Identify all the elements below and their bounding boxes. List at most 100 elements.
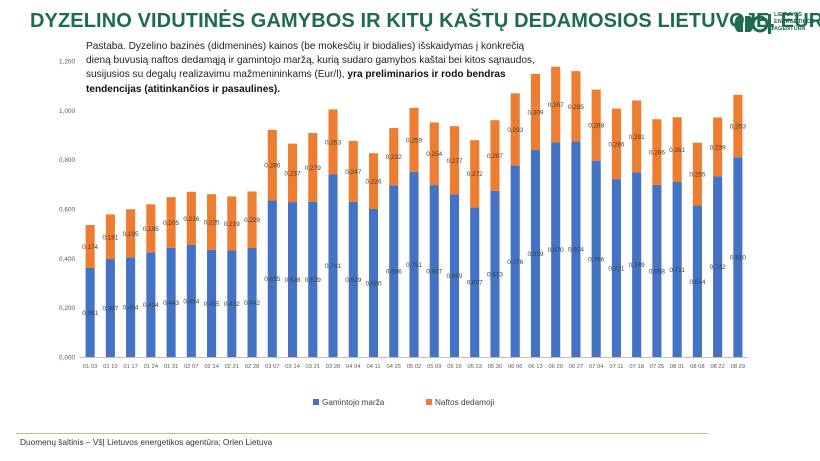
bar-segment-margin bbox=[227, 250, 237, 357]
source-text: Duomenų šaltinis – VšĮ Lietuvos energeti… bbox=[20, 437, 273, 447]
bar-segment-oil bbox=[308, 133, 318, 202]
data-label-margin: 0,442 bbox=[244, 300, 260, 307]
data-label-oil: 0,195 bbox=[123, 231, 139, 238]
bar-segment-oil bbox=[368, 153, 379, 209]
bar-segment-margin bbox=[186, 245, 196, 357]
data-label-margin: 0,397 bbox=[102, 306, 118, 313]
data-label-margin: 0,361 bbox=[82, 310, 98, 317]
bar-segment-oil bbox=[733, 94, 743, 158]
bar-segment-oil bbox=[207, 194, 217, 250]
data-labels: 0,361 0,174 0,397 0,181 0,404 0,195 0,424 0,195… bbox=[82, 102, 746, 317]
x-tick-label: 02 14 bbox=[204, 364, 219, 370]
bar-segment-margin bbox=[247, 247, 257, 357]
bar-segment-margin bbox=[328, 174, 338, 357]
bar-segment-margin bbox=[632, 172, 642, 357]
x-tick-label: 08 22 bbox=[710, 364, 725, 370]
bar-segment-oil bbox=[551, 66, 561, 143]
legend-swatch-margin bbox=[313, 399, 319, 405]
bar-segment-oil bbox=[429, 122, 439, 186]
x-tick-label: 04 04 bbox=[346, 364, 361, 370]
x-axis: 01 03 01 10 01 17 01 24 01 31 02 07 02 14 02 21… bbox=[83, 364, 745, 370]
bar-segment-oil bbox=[409, 107, 419, 172]
y-tick-label: 0,600 bbox=[59, 207, 75, 214]
bar-segment-margin bbox=[429, 185, 439, 357]
bar-segment-margin bbox=[85, 267, 95, 357]
bar-segment-margin bbox=[571, 141, 581, 357]
x-tick-label: 04 25 bbox=[386, 364, 401, 370]
x-tick-label: 03 07 bbox=[265, 364, 280, 370]
x-tick-label: 03 21 bbox=[306, 364, 321, 370]
data-label-margin: 0,659 bbox=[446, 273, 462, 280]
data-label-margin: 0,796 bbox=[588, 256, 604, 263]
x-tick-label: 04 11 bbox=[366, 364, 380, 370]
bar-segment-oil bbox=[652, 119, 662, 185]
data-label-margin: 0,424 bbox=[143, 302, 159, 309]
data-label-oil: 0,263 bbox=[325, 139, 341, 146]
data-label-oil: 0,286 bbox=[264, 163, 280, 170]
data-label-oil: 0,254 bbox=[426, 151, 442, 158]
x-tick-label: 01 03 bbox=[83, 364, 98, 370]
bar-segment-oil bbox=[672, 117, 682, 182]
x-tick-label: 06 13 bbox=[528, 364, 543, 370]
data-label-margin: 0,629 bbox=[305, 277, 321, 284]
data-label-oil: 0,272 bbox=[467, 171, 483, 178]
x-tick-label: 01 17 bbox=[123, 364, 138, 370]
chart-note: Pastaba. Dyzelino bazinės (didmeninės) k… bbox=[86, 40, 546, 97]
y-tick-label: 0,000 bbox=[59, 355, 75, 362]
agency-logo-icon bbox=[734, 14, 771, 34]
data-label-margin: 0,614 bbox=[689, 279, 705, 286]
bar-segment-margin bbox=[449, 194, 460, 357]
legend: Gamintojo marža Naftos dedamoji bbox=[313, 398, 494, 407]
x-tick-label: 01 31 bbox=[164, 364, 179, 370]
y-tick-label: 0,200 bbox=[59, 305, 75, 312]
data-label-oil: 0,288 bbox=[588, 123, 604, 130]
bars bbox=[85, 66, 743, 357]
bar-segment-oil bbox=[632, 100, 642, 173]
x-tick-label: 01 10 bbox=[103, 364, 118, 370]
bar-segment-oil bbox=[389, 128, 399, 186]
bar-segment-margin bbox=[652, 184, 662, 357]
x-tick-label: 07 04 bbox=[589, 364, 604, 370]
bar-segment-margin bbox=[267, 200, 277, 357]
bar-segment-margin bbox=[389, 185, 399, 357]
data-label-margin: 0,629 bbox=[345, 277, 361, 284]
x-tick-label: 02 07 bbox=[184, 364, 199, 370]
bar-segment-margin bbox=[611, 179, 621, 357]
bar-segment-margin bbox=[409, 171, 419, 357]
x-tick-label: 07 11 bbox=[609, 364, 623, 370]
data-label-margin: 0,741 bbox=[325, 263, 341, 270]
bar-segment-oil bbox=[146, 204, 156, 253]
data-label-margin: 0,751 bbox=[406, 262, 422, 269]
legend-label-margin: Gamintojo marža bbox=[322, 398, 385, 407]
legend-swatch-oil bbox=[426, 399, 432, 405]
logo-text: LIETUVOS ENERGETIKOS AGENTŪRA bbox=[774, 12, 815, 33]
data-label-margin: 0,749 bbox=[629, 262, 645, 269]
note-text: Pastaba. Dyzelino bazinės (didmeninės) k… bbox=[86, 41, 535, 81]
bar-segment-margin bbox=[551, 142, 561, 357]
data-label-oil: 0,225 bbox=[204, 219, 220, 226]
bar-segment-oil bbox=[713, 117, 723, 177]
data-label-margin: 0,732 bbox=[710, 264, 726, 271]
x-tick-label: 07 18 bbox=[629, 364, 644, 370]
bar-segment-oil bbox=[166, 197, 176, 248]
bar-segment-margin bbox=[530, 150, 541, 357]
y-axis: 0,000 0,200 0,400 0,600 0,800 1,000 1,200 bbox=[59, 59, 75, 362]
data-label-margin: 0,721 bbox=[608, 266, 624, 273]
x-tick-label: 03 14 bbox=[285, 364, 300, 370]
data-label-oil: 0,195 bbox=[143, 226, 159, 233]
x-tick-label: 02 28 bbox=[245, 364, 260, 370]
bar-segment-margin bbox=[207, 249, 217, 357]
x-tick-label: 08 08 bbox=[690, 364, 705, 370]
bar-segment-margin bbox=[105, 259, 115, 357]
x-tick-label: 02 21 bbox=[225, 364, 240, 370]
bar-segment-margin bbox=[490, 190, 500, 357]
x-tick-label: 03 28 bbox=[326, 364, 341, 370]
data-label-margin: 0,776 bbox=[507, 259, 523, 266]
data-label-margin: 0,628 bbox=[285, 277, 301, 284]
data-label-oil: 0,277 bbox=[446, 158, 462, 165]
bar-segment-margin bbox=[348, 201, 358, 357]
bar-segment-margin bbox=[308, 201, 318, 357]
y-tick-label: 0,800 bbox=[59, 157, 75, 164]
data-label-margin: 0,600 bbox=[366, 281, 382, 288]
